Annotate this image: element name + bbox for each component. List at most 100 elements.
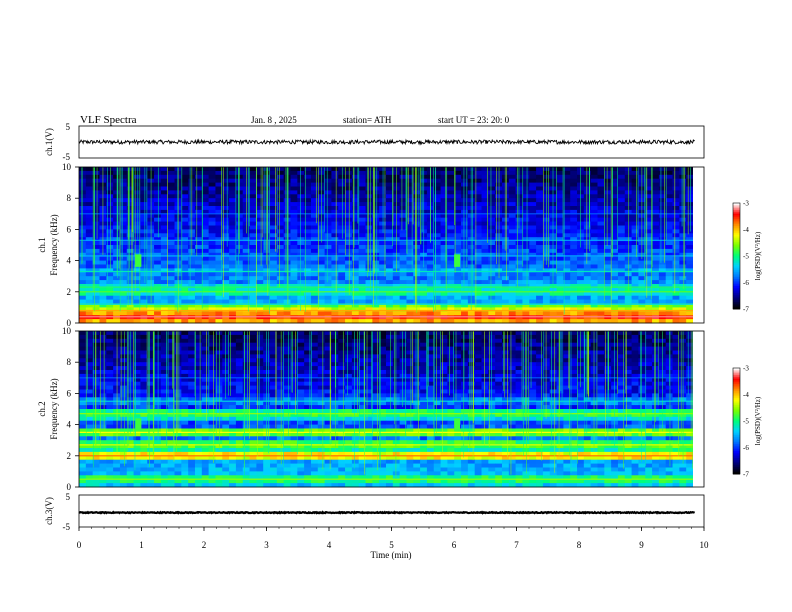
spec-cell [645,295,653,300]
spec-cell [433,366,441,371]
spec-cell [474,213,482,219]
spec-cell [201,291,210,297]
spec-cell [304,291,312,297]
spec-cell [160,377,169,383]
spec-cell [372,350,380,355]
spec-cell [119,202,128,207]
spec-cell [215,295,223,300]
spec-cell [194,366,203,371]
spec-cell [270,338,278,344]
spec-cell [324,311,332,316]
spec-cell [624,245,632,250]
spec-cell [454,245,462,250]
spec-cell [154,311,162,316]
spec-cell [256,303,264,308]
spec-cell [167,264,175,269]
spec-cell [222,167,230,172]
spec-cell [645,354,653,359]
spec-cell [672,272,680,277]
spec-cell [208,303,216,308]
spec-cell [270,252,278,258]
spec-cell [331,287,339,293]
spec-cell [406,198,414,203]
spec-cell [522,248,530,254]
spec-cell [229,331,237,336]
spec-cell [113,268,121,273]
spec-cell [406,334,414,340]
spec-cell [454,342,462,347]
spec-cell [181,190,189,195]
colorbar-cell [733,243,740,246]
spec-cell [474,291,482,297]
spec-cell [447,303,455,308]
spec-cell [426,260,435,265]
spec-cell [106,237,114,242]
spec-cell [167,209,175,215]
spec-cell [563,194,571,199]
spec-cell [92,252,100,258]
spec-cell [276,202,285,207]
spec-cell [338,362,346,367]
spec-cell [461,346,469,351]
spec-cell [154,209,162,215]
spec-cell [638,284,646,289]
spec-cell [433,295,441,300]
spec-cell [79,287,87,293]
spec-cell [604,178,612,183]
spec-cell [426,342,435,347]
spec-cell [345,299,353,304]
spec-cell [106,252,114,258]
spec-cell [672,202,680,207]
spec-cell [85,338,94,344]
spec-cell [399,209,407,215]
spec-cell [79,167,87,172]
colorbar-cell [733,252,740,255]
spec-cell [461,280,469,285]
spec-cell [433,342,441,347]
spec-cell [433,248,441,254]
spec-cell [201,202,210,207]
spec-cell [208,287,216,293]
spec-cell [358,311,366,316]
spec-cell [85,299,94,304]
spec-cell [126,225,134,230]
colorbar-cell [733,294,740,298]
spec-cell [304,311,312,316]
spec-cell [658,217,667,222]
spec-cell [577,182,585,187]
spec-cell [140,241,148,246]
spec-cell [474,319,482,324]
spec-cell [413,350,421,355]
spec-cell [399,167,407,172]
spec-cell [686,287,694,293]
spec-cell [215,170,223,176]
spec-cell [365,307,373,312]
spec-cell [467,331,476,336]
spec-cell [201,276,210,281]
spec-cell [467,170,476,176]
spec-cell [631,225,639,230]
spec-cell [324,241,332,246]
spec-cell [556,233,564,238]
spec-cell [536,260,544,265]
spec-cell [126,276,134,281]
spec-cell [154,358,162,363]
spec-cell [577,241,585,246]
colorbar-cell [733,277,740,280]
spec-cell [563,206,571,211]
spec-cell [79,194,87,199]
spec-cell [290,342,298,347]
spec-cell [270,280,278,285]
ch1-spectrogram-frame [78,166,705,324]
spec-cell [345,209,353,215]
spec-cell [454,373,462,379]
spec-cell [331,252,339,258]
spec-cell [440,280,448,285]
spec-cell [249,311,257,316]
spec-cell [454,350,462,355]
spec-cell [508,291,517,297]
spec-cell [283,350,291,355]
spec-cell [665,209,673,215]
spec-cell [577,245,585,250]
spec-cell [590,237,598,242]
